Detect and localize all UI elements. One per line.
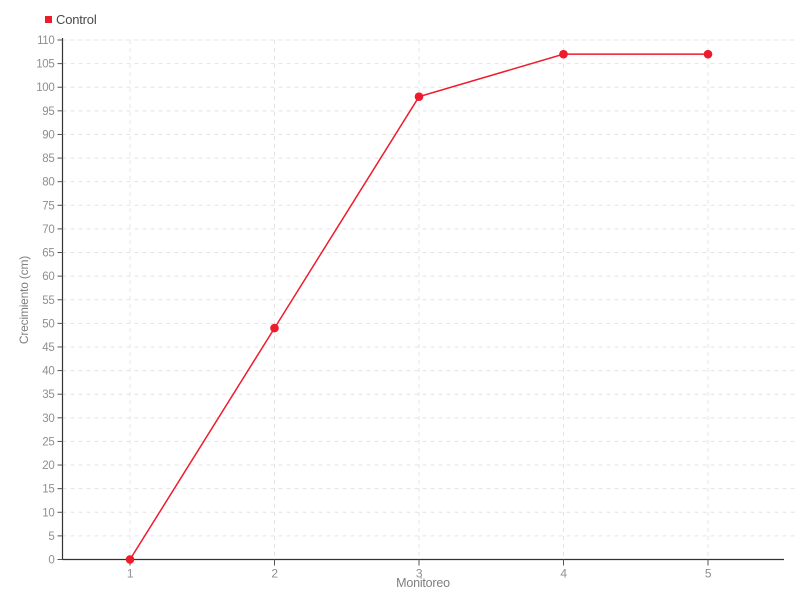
y-tick-label: 45 — [42, 342, 54, 354]
y-tick-label: 90 — [42, 129, 54, 141]
y-tick-label: 15 — [42, 484, 54, 496]
y-tick-label: 60 — [42, 271, 54, 283]
y-tick-label: 80 — [42, 177, 54, 189]
y-tick-label: 70 — [42, 224, 54, 236]
data-point[interactable] — [270, 323, 279, 333]
y-tick-label: 75 — [42, 200, 54, 212]
x-tick-label: 5 — [705, 567, 712, 581]
y-axis-title: Crecimiento (cm) — [17, 255, 31, 345]
legend-marker-square — [45, 16, 52, 23]
y-tick-label: 30 — [42, 413, 54, 425]
data-point[interactable] — [414, 92, 424, 101]
y-tick-label: 50 — [42, 318, 54, 330]
data-point[interactable] — [703, 49, 713, 59]
x-axis-title: Monitoreo — [396, 576, 450, 590]
y-tick-label: 55 — [42, 295, 54, 307]
y-tick-label: 110 — [37, 35, 54, 47]
y-tick-label: 0 — [48, 555, 54, 567]
x-tick-label: 1 — [127, 567, 134, 581]
x-tick-label: 2 — [271, 567, 278, 581]
x-tick-label: 3 — [416, 567, 423, 581]
y-tick-label: 25 — [42, 436, 54, 448]
data-point[interactable] — [125, 555, 135, 564]
y-tick-label: 105 — [36, 59, 54, 71]
legend: Control — [45, 12, 97, 27]
y-tick-label: 100 — [36, 82, 54, 94]
legend-item-control[interactable]: Control — [45, 12, 97, 27]
y-tick-label: 10 — [42, 507, 54, 519]
y-tick-label: 85 — [42, 153, 54, 165]
data-point[interactable] — [559, 49, 568, 59]
x-tick-label: 4 — [560, 567, 567, 581]
y-tick-label: 20 — [42, 460, 54, 472]
y-tick-label: 40 — [42, 366, 54, 378]
y-tick-label: 65 — [42, 248, 54, 260]
y-tick-label: 95 — [42, 106, 54, 118]
y-tick-label: 35 — [42, 389, 54, 401]
y-tick-label: 5 — [48, 531, 54, 543]
legend-label: Control — [56, 12, 97, 27]
